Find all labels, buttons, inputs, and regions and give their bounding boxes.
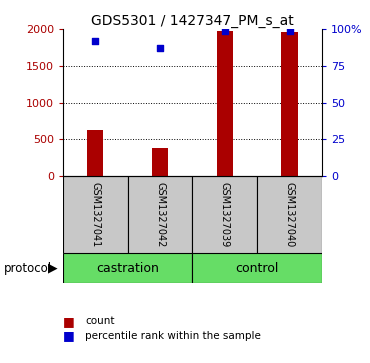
Bar <box>257 176 322 253</box>
Bar <box>217 31 233 176</box>
Title: GDS5301 / 1427347_PM_s_at: GDS5301 / 1427347_PM_s_at <box>91 14 294 28</box>
Point <box>222 28 228 33</box>
Text: GSM1327039: GSM1327039 <box>220 182 230 248</box>
Text: castration: castration <box>96 262 159 275</box>
Point <box>286 28 292 33</box>
Text: count: count <box>85 316 115 326</box>
Text: ■: ■ <box>63 315 75 328</box>
Bar <box>152 148 168 176</box>
Text: GSM1327042: GSM1327042 <box>155 182 165 248</box>
Bar <box>192 253 322 283</box>
Point <box>92 38 98 44</box>
Bar <box>63 176 128 253</box>
Bar <box>282 32 297 176</box>
Bar <box>87 130 103 176</box>
Point <box>157 45 163 51</box>
Bar <box>192 176 257 253</box>
Text: percentile rank within the sample: percentile rank within the sample <box>85 331 261 341</box>
Text: ▶: ▶ <box>48 262 58 275</box>
Bar <box>63 253 192 283</box>
Text: protocol: protocol <box>4 262 52 275</box>
Text: GSM1327040: GSM1327040 <box>285 182 295 248</box>
Text: GSM1327041: GSM1327041 <box>90 182 100 248</box>
Bar <box>128 176 192 253</box>
Text: control: control <box>235 262 279 275</box>
Text: ■: ■ <box>63 329 75 342</box>
